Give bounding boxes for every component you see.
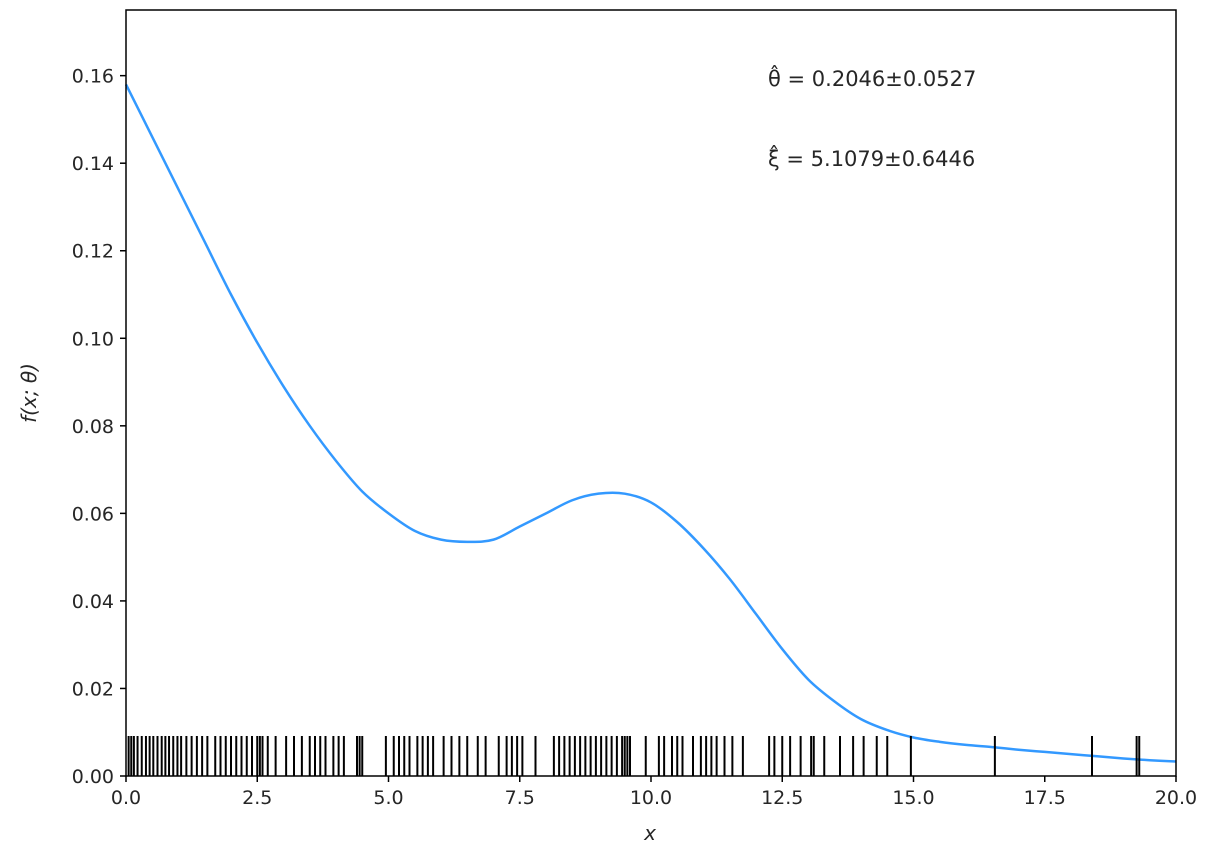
annotation-xi: ξ̂ = 5.1079±0.6446	[768, 145, 975, 171]
x-tick-label: 17.5	[1024, 787, 1066, 809]
y-tick-label: 0.12	[72, 241, 114, 263]
x-axis-label: x	[643, 821, 656, 844]
y-tick-label: 0.08	[72, 416, 114, 438]
x-tick-label: 20.0	[1155, 787, 1197, 809]
y-tick-label: 0.06	[72, 503, 114, 525]
y-axis-label: f(x; θ)	[17, 363, 41, 423]
y-tick-label: 0.16	[72, 66, 114, 88]
y-tick-label: 0.02	[72, 678, 114, 700]
y-tick-label: 0.10	[72, 328, 114, 350]
tick-layer: 0.0 2.5 5.0 7.5 10.0 12.5 15.0 17.5 20.0 0.00 0.02…	[72, 66, 1197, 809]
x-tick-label: 5.0	[373, 787, 403, 809]
plot-frame	[125, 9, 1177, 777]
line-layer	[124, 83, 1177, 763]
annotation-theta: θ̂ = 0.2046±0.0527	[768, 65, 976, 91]
y-tick-label: 0.14	[72, 153, 114, 175]
x-tick-label: 7.5	[505, 787, 535, 809]
x-tick-label: 15.0	[892, 787, 934, 809]
density-curve	[124, 83, 1177, 763]
y-tick-label: 0.04	[72, 591, 114, 613]
rug-layer	[127, 736, 1141, 776]
x-tick-label: 12.5	[761, 787, 803, 809]
x-tick-label: 2.5	[242, 787, 272, 809]
y-tick-label: 0.00	[72, 766, 114, 788]
x-tick-label: 10.0	[630, 787, 672, 809]
x-tick-label: 0.0	[111, 787, 141, 809]
